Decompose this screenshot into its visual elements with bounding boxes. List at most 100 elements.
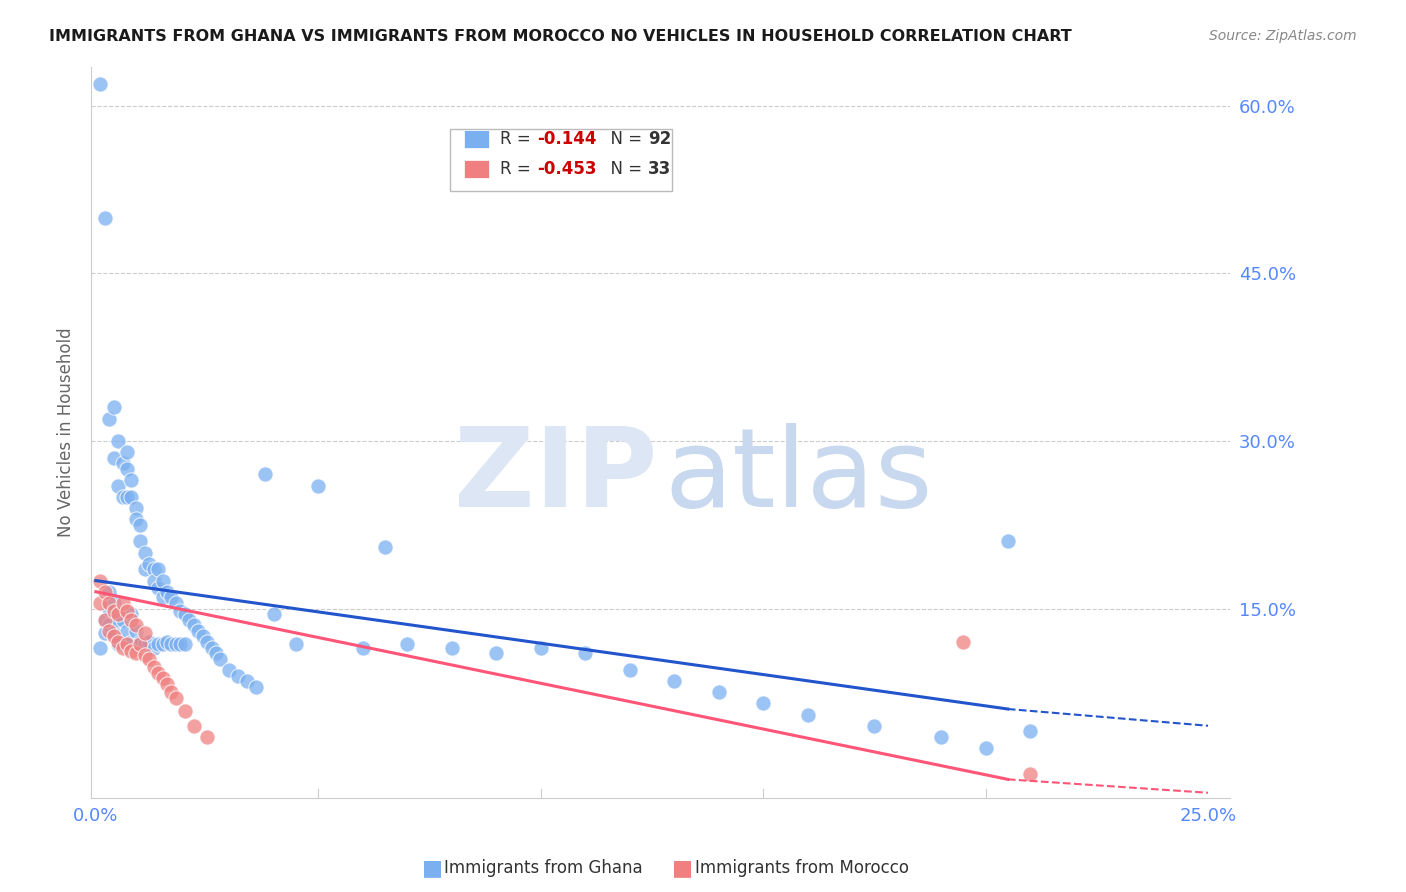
Bar xyxy=(464,161,489,178)
Point xyxy=(93,584,115,599)
Point xyxy=(160,685,183,699)
Point xyxy=(89,77,111,91)
Point xyxy=(142,562,165,576)
Point xyxy=(111,490,134,504)
Text: -0.453: -0.453 xyxy=(537,160,596,178)
Point xyxy=(98,601,121,615)
Point xyxy=(115,462,138,476)
Point xyxy=(396,637,419,651)
Point xyxy=(997,534,1019,549)
Point xyxy=(125,624,148,638)
Point xyxy=(134,626,156,640)
Point xyxy=(103,626,125,640)
Text: Source: ZipAtlas.com: Source: ZipAtlas.com xyxy=(1209,29,1357,43)
Point xyxy=(129,517,152,532)
Point xyxy=(152,637,174,651)
Point xyxy=(191,629,214,643)
Point xyxy=(120,635,142,649)
Point xyxy=(134,562,156,576)
Point xyxy=(169,604,191,618)
Point xyxy=(530,640,553,655)
Text: atlas: atlas xyxy=(664,423,932,530)
Point xyxy=(98,584,121,599)
Point xyxy=(125,512,148,526)
Text: -0.144: -0.144 xyxy=(537,130,596,148)
Point xyxy=(205,646,228,660)
Point xyxy=(103,629,125,643)
Point xyxy=(98,618,121,632)
Point xyxy=(574,646,596,660)
Point xyxy=(307,478,329,492)
Point xyxy=(120,490,142,504)
Point xyxy=(98,411,121,425)
Point xyxy=(245,680,267,694)
Point xyxy=(120,613,142,627)
Point xyxy=(120,607,142,621)
Point xyxy=(107,434,129,448)
Point xyxy=(218,663,240,677)
Point xyxy=(142,640,165,655)
Point xyxy=(619,663,641,677)
Point xyxy=(253,467,276,482)
Point xyxy=(974,741,997,756)
Point xyxy=(120,473,142,487)
Point xyxy=(142,659,165,673)
Point xyxy=(156,677,179,691)
Point xyxy=(93,211,115,225)
Point xyxy=(146,666,169,681)
Point xyxy=(107,613,129,627)
Point xyxy=(863,719,886,733)
Point xyxy=(1019,766,1042,780)
Point xyxy=(165,690,187,705)
FancyBboxPatch shape xyxy=(450,129,672,191)
Point xyxy=(98,596,121,610)
Point xyxy=(152,591,174,605)
Text: R =: R = xyxy=(501,130,536,148)
Text: Immigrants from Ghana: Immigrants from Ghana xyxy=(444,859,643,877)
Point xyxy=(285,637,308,651)
Point xyxy=(111,640,134,655)
Point xyxy=(183,618,205,632)
Point xyxy=(195,730,218,744)
Point xyxy=(440,640,463,655)
Point xyxy=(173,607,195,621)
Text: Immigrants from Morocco: Immigrants from Morocco xyxy=(695,859,910,877)
Point xyxy=(200,640,222,655)
Point xyxy=(107,607,129,621)
Y-axis label: No Vehicles in Household: No Vehicles in Household xyxy=(56,327,75,538)
Point xyxy=(952,635,974,649)
Bar xyxy=(464,130,489,148)
Point xyxy=(173,704,195,718)
Text: N =: N = xyxy=(600,160,648,178)
Text: 33: 33 xyxy=(648,160,672,178)
Point xyxy=(111,596,134,610)
Point xyxy=(134,648,156,663)
Point xyxy=(115,604,138,618)
Point xyxy=(156,584,179,599)
Point xyxy=(129,637,152,651)
Point xyxy=(707,685,730,699)
Point xyxy=(111,613,134,627)
Point xyxy=(129,635,152,649)
Point xyxy=(146,582,169,596)
Point xyxy=(103,604,125,618)
Text: ■: ■ xyxy=(672,858,693,878)
Point xyxy=(374,540,396,554)
Point xyxy=(125,501,148,516)
Point xyxy=(796,707,818,722)
Point xyxy=(179,613,201,627)
Point xyxy=(146,637,169,651)
Point xyxy=(226,668,249,682)
Point xyxy=(146,562,169,576)
Point xyxy=(352,640,374,655)
Text: IMMIGRANTS FROM GHANA VS IMMIGRANTS FROM MOROCCO NO VEHICLES IN HOUSEHOLD CORREL: IMMIGRANTS FROM GHANA VS IMMIGRANTS FROM… xyxy=(49,29,1071,44)
Point xyxy=(103,450,125,465)
Point xyxy=(485,646,508,660)
Text: ZIP: ZIP xyxy=(454,423,658,530)
Point xyxy=(134,546,156,560)
Point xyxy=(89,574,111,588)
Point xyxy=(134,637,156,651)
Point xyxy=(929,730,952,744)
Point xyxy=(98,624,121,638)
Point xyxy=(107,478,129,492)
